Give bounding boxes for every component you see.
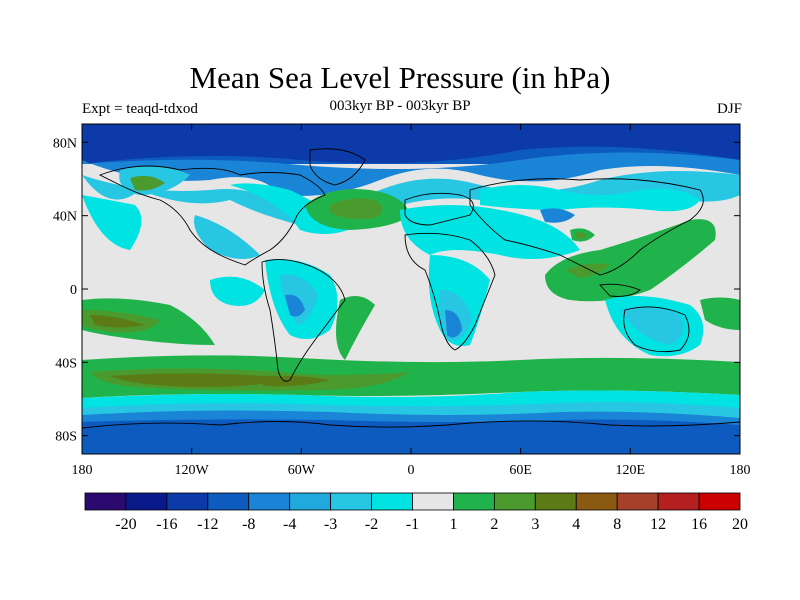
colorbar-labels: -20 -16 -12 -8 -4 -3 -2 -1 1 2 3 4 8 12 16 20 xyxy=(115,516,748,533)
colorbar-swatch xyxy=(330,492,372,511)
colorbar-swatch xyxy=(289,492,332,511)
colorbar-label: -3 xyxy=(324,516,337,533)
period-label: 003kyr BP - 003kyr BP xyxy=(329,98,471,114)
colorbar-swatch xyxy=(453,492,495,511)
colorbar-label: -4 xyxy=(283,516,296,533)
colorbar xyxy=(84,492,741,511)
colorbar-label: -2 xyxy=(365,516,378,533)
map-field xyxy=(82,124,740,454)
y-tick-label: 40S xyxy=(55,356,77,371)
chart-title: Mean Sea Level Pressure (in hPa) xyxy=(189,60,611,95)
colorbar-swatch xyxy=(534,492,577,511)
colorbar-label: -20 xyxy=(115,516,136,533)
coastlines xyxy=(82,148,740,429)
experiment-label: Expt = teaqd-tdxod xyxy=(82,101,198,117)
colorbar-swatch xyxy=(248,492,291,511)
colorbar-label: 2 xyxy=(490,516,498,533)
tick-marks xyxy=(81,124,741,454)
colorbar-swatch xyxy=(371,492,413,511)
x-tick-label: 60E xyxy=(509,463,532,478)
colorbar-swatch xyxy=(616,492,659,511)
y-tick-label: 80N xyxy=(53,136,77,151)
colorbar-swatch xyxy=(125,492,168,511)
colorbar-label: -12 xyxy=(197,516,218,533)
x-tick-label: 0 xyxy=(408,463,415,478)
y-tick-label: 0 xyxy=(70,283,77,298)
x-tick-label: 180 xyxy=(730,463,751,478)
colorbar-label: -8 xyxy=(242,516,255,533)
y-tick-label: 80S xyxy=(55,430,77,445)
colorbar-label: 12 xyxy=(650,516,666,533)
colorbar-swatch xyxy=(698,492,741,511)
colorbar-label: 4 xyxy=(572,516,580,533)
colorbar-swatch xyxy=(493,492,536,511)
colorbar-label: 20 xyxy=(732,516,748,533)
x-tick-label: 60W xyxy=(288,463,316,478)
x-tick-label: 180 xyxy=(72,463,93,478)
colorbar-label: 1 xyxy=(449,516,457,533)
colorbar-swatch xyxy=(166,492,209,511)
y-tick-labels: 80N 40N 0 40S 80S xyxy=(53,136,77,444)
colorbar-label: -16 xyxy=(156,516,177,533)
x-tick-labels: 180 120W 60W 0 60E 120E 180 xyxy=(72,463,751,478)
colorbar-label: 16 xyxy=(691,516,707,533)
colorbar-swatch xyxy=(412,492,454,511)
season-label: DJF xyxy=(716,101,742,117)
y-tick-label: 40N xyxy=(53,210,77,225)
colorbar-swatch xyxy=(575,492,618,511)
colorbar-swatch xyxy=(207,492,250,511)
x-tick-label: 120E xyxy=(616,463,646,478)
colorbar-label: 8 xyxy=(613,516,621,533)
colorbar-swatch xyxy=(657,492,700,511)
colorbar-label: -1 xyxy=(406,516,419,533)
colorbar-swatch xyxy=(84,492,127,511)
x-tick-label: 120W xyxy=(175,463,210,478)
colorbar-label: 3 xyxy=(531,516,539,533)
